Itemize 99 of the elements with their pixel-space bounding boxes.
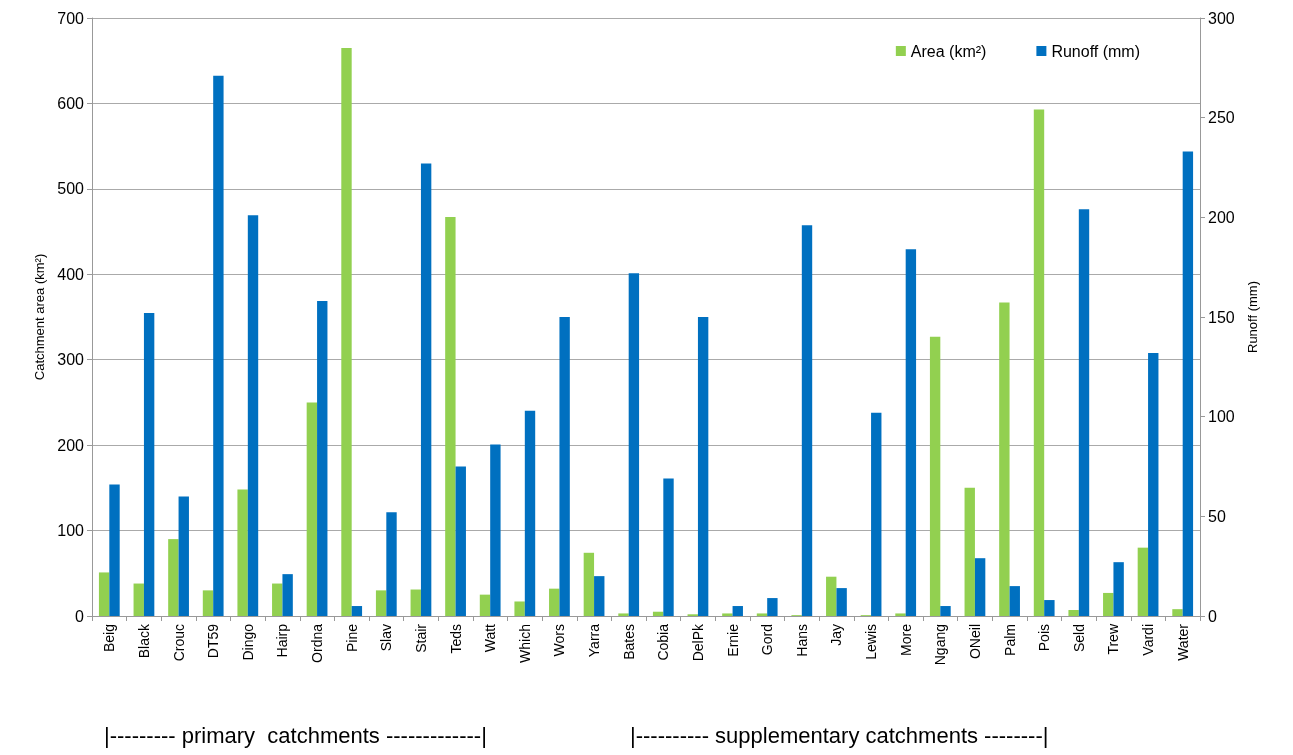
bar [1148, 352, 1159, 616]
bar [767, 598, 778, 616]
bar [628, 273, 640, 616]
y2-tick-label: 50 [1208, 507, 1226, 525]
bar [490, 444, 501, 616]
x-tick-label: Trew [1105, 623, 1122, 655]
bar [1113, 562, 1124, 616]
x-tick-label: Palm [1001, 624, 1018, 656]
bar [940, 606, 951, 616]
bar [895, 613, 906, 616]
x-tick-label: Ernie [724, 623, 741, 657]
x-tick-label: Jay [828, 624, 845, 646]
x-tick-label: DelPk [689, 623, 706, 662]
bar [514, 601, 525, 616]
y-tick-label: 0 [75, 607, 85, 625]
bar [143, 313, 155, 616]
bar [871, 412, 882, 616]
bar [697, 317, 709, 616]
bar [964, 487, 975, 616]
x-tick-label: Yarra [586, 623, 603, 658]
x-tick-label: Teds [447, 624, 464, 654]
y-tick-label: 700 [57, 9, 85, 27]
y-tick-label: 100 [57, 522, 85, 540]
bar [1033, 109, 1045, 616]
bar [905, 249, 917, 616]
bar [1068, 610, 1079, 616]
bar [663, 478, 674, 616]
y-tick-label: 300 [57, 351, 85, 369]
bar [213, 75, 224, 616]
x-tick-label: DT59 [205, 623, 222, 659]
legend-label: Area (km²) [910, 42, 987, 60]
x-tick-label: Black [135, 623, 152, 659]
x-tick-label: Ordna [309, 623, 326, 663]
x-tick-label: Watt [482, 623, 499, 653]
x-tick-label: Lewis [863, 624, 880, 660]
bar [524, 410, 536, 616]
x-tick-label: ONeil [966, 624, 983, 660]
y2-tick-label: 100 [1208, 408, 1235, 426]
y-tick-label: 600 [57, 94, 85, 112]
x-tick-label: Dingo [239, 623, 256, 661]
x-tick-label: Water [1174, 623, 1191, 661]
y2-tick-label: 0 [1208, 607, 1217, 625]
bar [801, 225, 813, 616]
x-tick-label: Pois [1036, 624, 1053, 652]
x-tick-label: Stair [412, 623, 429, 653]
bar [479, 594, 491, 616]
y-tick-label: 500 [57, 180, 85, 198]
bar [445, 217, 456, 616]
y-axis-title: Catchment area (km²) [32, 253, 48, 381]
bar [756, 613, 768, 616]
x-tick-label: Slav [378, 624, 395, 652]
bar [410, 589, 421, 616]
text: |--------- primary catchments -------------| [104, 722, 487, 748]
bar [109, 484, 120, 616]
y2-tick-label: 200 [1208, 208, 1235, 226]
bar [386, 512, 397, 616]
x-tick-label: Vardi [1140, 624, 1157, 656]
bar [549, 588, 560, 616]
bar [375, 590, 387, 616]
y-tick-label: 400 [57, 265, 85, 283]
y-tick-label: 200 [57, 436, 85, 454]
bar [420, 163, 432, 616]
bar [1172, 609, 1183, 616]
y2-axis-title: Runoff (mm) [1244, 281, 1260, 353]
x-tick-label: Cobia [655, 623, 672, 661]
text: |---------- supplementary catchments --------| [630, 722, 1049, 748]
x-tick-label: Ngang [932, 624, 949, 666]
bar [133, 583, 144, 616]
x-tick-label: More [897, 623, 914, 656]
bar [1044, 600, 1055, 616]
bar [1182, 151, 1194, 616]
bar [999, 302, 1010, 616]
bar [247, 215, 259, 616]
bar [202, 590, 214, 616]
x-tick-label: Wors [551, 624, 568, 657]
legend-label: Runoff (mm) [1051, 42, 1140, 60]
bar [1137, 547, 1149, 616]
x-tick-label: Beig [101, 624, 118, 653]
y2-tick-label: 150 [1208, 308, 1235, 326]
bar [237, 489, 248, 616]
bar [559, 317, 570, 616]
bar [618, 613, 629, 616]
bar [652, 611, 664, 616]
x-tick-label: Hans [793, 624, 810, 657]
bar [1078, 209, 1090, 616]
y2-tick-label: 300 [1208, 9, 1235, 27]
bar [732, 606, 743, 616]
x-tick-label: Crouc [170, 624, 187, 662]
bar [929, 336, 941, 616]
x-tick-label: Seld [1070, 624, 1087, 653]
x-tick-label: Bates [620, 624, 637, 660]
x-tick-label: Which [516, 624, 533, 663]
bar [351, 606, 363, 616]
bar [341, 47, 352, 616]
x-tick-label: Hairp [274, 623, 291, 658]
x-tick-label: Pine [343, 623, 360, 653]
bar [1009, 586, 1020, 616]
x-tick-label: Gord [759, 624, 776, 656]
y2-tick-label: 250 [1208, 109, 1235, 127]
